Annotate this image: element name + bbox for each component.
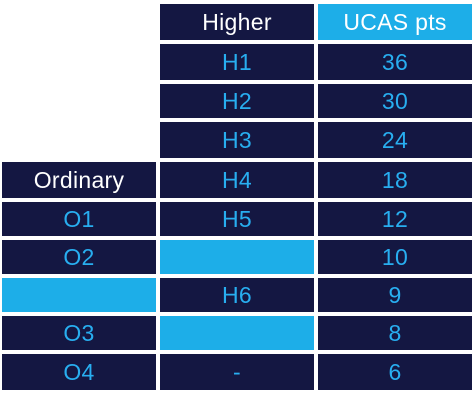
ucas-points-o2: 10	[316, 238, 474, 276]
ucas-points-h2: 30	[316, 82, 474, 120]
higher-column-header: Higher	[158, 2, 316, 42]
higher-grade-h2: H2	[158, 82, 316, 120]
ucas-points-h6: 9	[316, 276, 474, 314]
ordinary-grade-o1: O1	[0, 200, 158, 238]
ucas-points-h1: 36	[316, 42, 474, 82]
higher-grade-empty-o2	[158, 238, 316, 276]
ordinary-grade-o4: O4	[0, 352, 158, 392]
ordinary-grade-o3: O3	[0, 314, 158, 352]
higher-grade-dash-o4: -	[158, 352, 316, 392]
ucas-points-o4: 6	[316, 352, 474, 392]
higher-grade-empty-o3	[158, 314, 316, 352]
higher-grade-h6: H6	[158, 276, 316, 314]
ucas-points-h3: 24	[316, 120, 474, 160]
higher-grade-h4: H4	[158, 160, 316, 200]
ordinary-grade-empty-h6	[0, 276, 158, 314]
ucas-points-column-header: UCAS pts	[316, 2, 474, 42]
ucas-points-o1-h5: 12	[316, 200, 474, 238]
ucas-points-h4: 18	[316, 160, 474, 200]
ordinary-column-header: Ordinary	[0, 160, 158, 200]
ucas-points-o3: 8	[316, 314, 474, 352]
higher-grade-h5: H5	[158, 200, 316, 238]
ordinary-grade-o2: O2	[0, 238, 158, 276]
higher-grade-h3: H3	[158, 120, 316, 160]
higher-grade-h1: H1	[158, 42, 316, 82]
